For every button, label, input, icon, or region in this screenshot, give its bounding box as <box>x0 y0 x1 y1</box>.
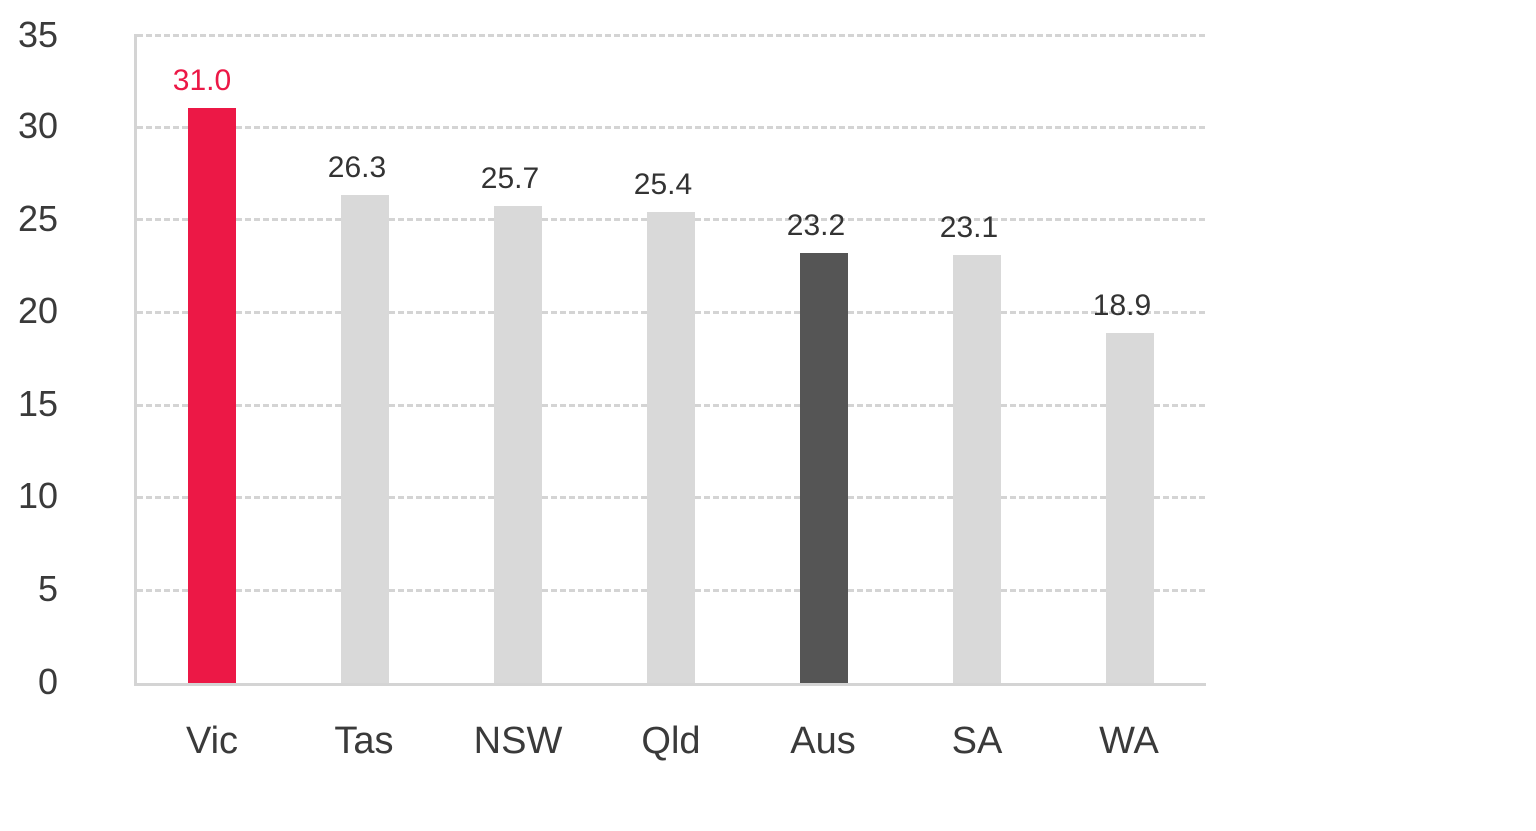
value-label: 31.0 <box>172 64 232 98</box>
y-tick: 25 <box>17 198 58 239</box>
x-tick: Aus <box>790 720 856 762</box>
x-axis <box>134 683 1206 686</box>
gridline <box>137 126 1205 129</box>
bar-sa <box>953 254 1001 683</box>
y-tick: 10 <box>17 475 58 516</box>
value-label: 25.4 <box>633 168 693 201</box>
y-tick: 0 <box>37 661 58 702</box>
y-tick: 30 <box>17 105 58 146</box>
x-tick: Qld <box>641 720 701 762</box>
bar-qld <box>647 212 695 683</box>
value-label: 23.2 <box>786 208 846 242</box>
value-label: 18.9 <box>1092 288 1152 322</box>
bar-wa <box>1106 332 1154 683</box>
bar-vic <box>188 108 236 683</box>
gridline <box>137 34 1205 37</box>
x-tick: WA <box>1099 720 1159 762</box>
y-axis <box>134 34 137 686</box>
y-tick: 35 <box>17 14 58 55</box>
value-label: 25.7 <box>480 162 540 196</box>
bar-aus <box>800 252 848 683</box>
value-label: 26.3 <box>327 151 387 185</box>
y-tick: 5 <box>37 568 58 609</box>
y-tick: 15 <box>17 383 58 424</box>
x-tick: Tas <box>334 720 394 762</box>
x-tick: Vic <box>185 720 239 762</box>
x-tick: NSW <box>473 720 563 762</box>
value-label: 23.1 <box>939 210 999 244</box>
y-tick: 20 <box>17 290 58 331</box>
bar-tas <box>341 195 389 683</box>
x-tick: SA <box>951 720 1003 762</box>
bar-nsw <box>494 206 542 683</box>
